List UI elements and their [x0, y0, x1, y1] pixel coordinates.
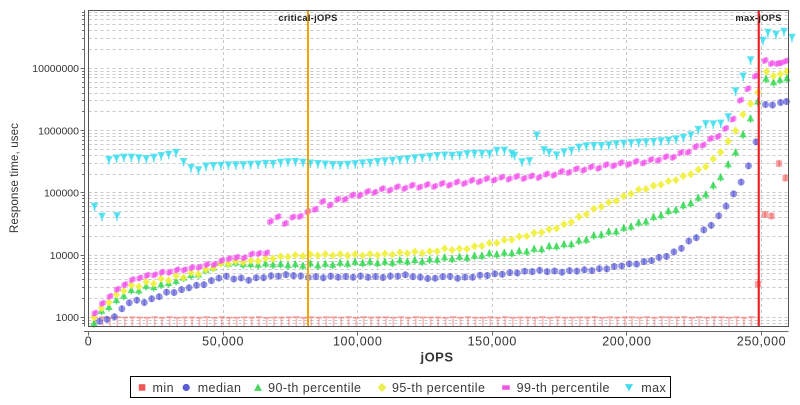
svg-text:jOPS: jOPS [419, 350, 453, 365]
svg-text:250,000: 250,000 [737, 335, 786, 349]
svg-text:200,000: 200,000 [602, 335, 651, 349]
svg-text:1000: 1000 [56, 312, 80, 324]
svg-text:0: 0 [85, 335, 93, 349]
svg-text:min: min [153, 381, 175, 395]
svg-text:99-th percentile: 99-th percentile [517, 381, 610, 395]
svg-text:critical-jOPS: critical-jOPS [278, 13, 337, 23]
svg-text:100000: 100000 [44, 188, 79, 200]
svg-text:max: max [641, 381, 666, 395]
svg-text:50,000: 50,000 [202, 335, 244, 349]
svg-text:Response time, usec: Response time, usec [8, 123, 21, 233]
svg-text:median: median [198, 381, 242, 395]
svg-text:10000: 10000 [50, 250, 79, 262]
svg-text:150,000: 150,000 [468, 335, 517, 349]
svg-text:10000000: 10000000 [32, 63, 79, 75]
svg-text:90-th percentile: 90-th percentile [268, 381, 361, 395]
svg-text:95-th percentile: 95-th percentile [392, 381, 485, 395]
svg-text:100,000: 100,000 [333, 335, 382, 349]
svg-text:max-jOPS: max-jOPS [735, 13, 781, 23]
svg-text:1000000: 1000000 [38, 125, 79, 137]
